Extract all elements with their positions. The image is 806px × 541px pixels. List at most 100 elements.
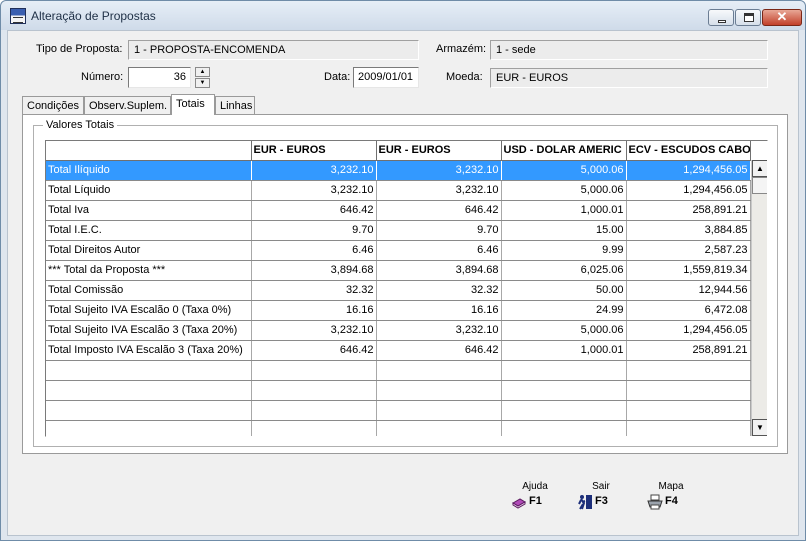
value-cell[interactable]: 9.70 [376, 220, 502, 241]
value-cell[interactable] [251, 420, 377, 436]
row-label-cell[interactable]: Total Sujeito IVA Escalão 3 (Taxa 20%) [46, 320, 252, 341]
value-cell[interactable] [626, 360, 751, 381]
value-cell[interactable]: 5,000.06 [501, 180, 627, 201]
value-cell[interactable]: 1,294,456.05 [626, 180, 751, 201]
value-cell[interactable]: 646.42 [251, 340, 377, 361]
value-cell[interactable]: 6,472.08 [626, 300, 751, 321]
row-label-cell[interactable]: *** Total da Proposta *** [46, 260, 252, 281]
scroll-up-button[interactable]: ▲ [752, 160, 767, 177]
title-bar[interactable]: Alteração de Propostas ✕ [1, 1, 805, 30]
value-cell[interactable] [626, 400, 751, 421]
column-header[interactable]: USD - DOLAR AMERIC [501, 141, 627, 161]
value-cell[interactable]: 3,232.10 [376, 160, 502, 181]
value-cell[interactable]: 3,232.10 [251, 180, 377, 201]
table-row[interactable] [46, 380, 751, 401]
table-row[interactable] [46, 360, 751, 381]
row-label-cell[interactable]: Total Líquido [46, 180, 252, 201]
row-label-cell[interactable]: Total Direitos Autor [46, 240, 252, 261]
value-cell[interactable]: 646.42 [376, 340, 502, 361]
value-cell[interactable]: 1,559,819.34 [626, 260, 751, 281]
value-cell[interactable] [251, 380, 377, 401]
ajuda-f1-button[interactable]: Ajuda F1 [505, 481, 565, 517]
table-row[interactable]: Total Imposto IVA Escalão 3 (Taxa 20%) 64… [46, 340, 751, 361]
column-header[interactable]: EUR - EUROS [251, 141, 377, 161]
value-cell[interactable]: 32.32 [376, 280, 502, 301]
value-cell[interactable]: 1,000.01 [501, 200, 627, 221]
row-label-cell[interactable] [46, 400, 252, 421]
numero-spin-down-button[interactable]: ▼ [195, 78, 210, 88]
value-cell[interactable]: 1,294,456.05 [626, 320, 751, 341]
value-cell[interactable]: 3,232.10 [251, 320, 377, 341]
grid-vertical-scrollbar[interactable]: ▲ ▼ [751, 160, 767, 436]
tab-totais[interactable]: Totais [171, 94, 215, 115]
value-cell[interactable]: 3,232.10 [376, 180, 502, 201]
sair-f3-button[interactable]: Sair F3 [571, 481, 631, 517]
table-row[interactable]: Total Iva 646.42 646.42 1,000.01 258,891.21 [46, 200, 751, 221]
value-cell[interactable]: 3,232.10 [251, 160, 377, 181]
value-cell[interactable]: 5,000.06 [501, 320, 627, 341]
value-cell[interactable] [251, 360, 377, 381]
value-cell[interactable]: 3,884.85 [626, 220, 751, 241]
value-cell[interactable] [626, 420, 751, 436]
value-cell[interactable] [626, 380, 751, 401]
tab-observ-suplem[interactable]: Observ.Suplem. [84, 96, 171, 114]
value-cell[interactable]: 6,025.06 [501, 260, 627, 281]
minimize-button[interactable] [708, 9, 734, 26]
value-cell[interactable]: 1,000.01 [501, 340, 627, 361]
value-cell[interactable]: 16.16 [376, 300, 502, 321]
column-header[interactable]: EUR - EUROS [376, 141, 502, 161]
data-input[interactable]: 2009/01/01 [353, 67, 419, 88]
value-cell[interactable] [376, 380, 502, 401]
value-cell[interactable] [501, 420, 627, 436]
value-cell[interactable]: 9.99 [501, 240, 627, 261]
table-row[interactable]: Total Direitos Autor 6.46 6.46 9.99 2,587.23 [46, 240, 751, 261]
numero-input[interactable]: 36 [128, 67, 191, 88]
value-cell[interactable]: 646.42 [376, 200, 502, 221]
value-cell[interactable] [376, 360, 502, 381]
value-cell[interactable] [376, 400, 502, 421]
table-row[interactable]: Total Líquido 3,232.10 3,232.10 5,000.06 1,2… [46, 180, 751, 201]
value-cell[interactable]: 1,294,456.05 [626, 160, 751, 181]
tab-linhas[interactable]: Linhas [215, 96, 255, 114]
value-cell[interactable] [501, 360, 627, 381]
row-label-cell[interactable]: Total I.E.C. [46, 220, 252, 241]
maximize-button[interactable] [735, 9, 761, 26]
value-cell[interactable]: 9.70 [251, 220, 377, 241]
value-cell[interactable]: 50.00 [501, 280, 627, 301]
value-cell[interactable]: 32.32 [251, 280, 377, 301]
value-cell[interactable]: 258,891.21 [626, 200, 751, 221]
row-label-cell[interactable] [46, 420, 252, 436]
table-row[interactable] [46, 420, 751, 436]
value-cell[interactable] [501, 400, 627, 421]
row-label-cell[interactable]: Total Iva [46, 200, 252, 221]
value-cell[interactable]: 3,894.68 [376, 260, 502, 281]
table-row[interactable] [46, 400, 751, 421]
value-cell[interactable] [501, 380, 627, 401]
table-row[interactable]: Total I.E.C. 9.70 9.70 15.00 3,884.85 [46, 220, 751, 241]
row-label-cell[interactable] [46, 360, 252, 381]
table-row[interactable]: *** Total da Proposta *** 3,894.68 3,894.6… [46, 260, 751, 281]
value-cell[interactable] [251, 400, 377, 421]
value-cell[interactable]: 646.42 [251, 200, 377, 221]
row-label-cell[interactable]: Total Sujeito IVA Escalão 0 (Taxa 0%) [46, 300, 252, 321]
numero-spin-up-button[interactable]: ▲ [195, 67, 210, 77]
close-button[interactable]: ✕ [762, 9, 802, 26]
tab-condicoes[interactable]: Condições [22, 96, 84, 114]
value-cell[interactable]: 6.46 [376, 240, 502, 261]
row-label-cell[interactable]: Total Imposto IVA Escalão 3 (Taxa 20%) [46, 340, 252, 361]
scroll-thumb[interactable] [752, 177, 767, 194]
value-cell[interactable]: 15.00 [501, 220, 627, 241]
table-row[interactable]: Total Sujeito IVA Escalão 3 (Taxa 20%) 3,… [46, 320, 751, 341]
totals-grid[interactable]: EUR - EUROS EUR - EUROS USD - DOLAR AMER… [45, 140, 768, 437]
row-label-cell[interactable] [46, 380, 252, 401]
value-cell[interactable] [376, 420, 502, 436]
table-row[interactable]: Total Sujeito IVA Escalão 0 (Taxa 0%) 16.… [46, 300, 751, 321]
scroll-down-button[interactable]: ▼ [752, 419, 767, 436]
value-cell[interactable]: 5,000.06 [501, 160, 627, 181]
table-row[interactable]: Total Ilíquido 3,232.10 3,232.10 5,000.06 1,… [46, 160, 751, 181]
value-cell[interactable]: 3,894.68 [251, 260, 377, 281]
value-cell[interactable]: 12,944.56 [626, 280, 751, 301]
row-label-cell[interactable]: Total Comissão [46, 280, 252, 301]
value-cell[interactable]: 6.46 [251, 240, 377, 261]
value-cell[interactable]: 24.99 [501, 300, 627, 321]
